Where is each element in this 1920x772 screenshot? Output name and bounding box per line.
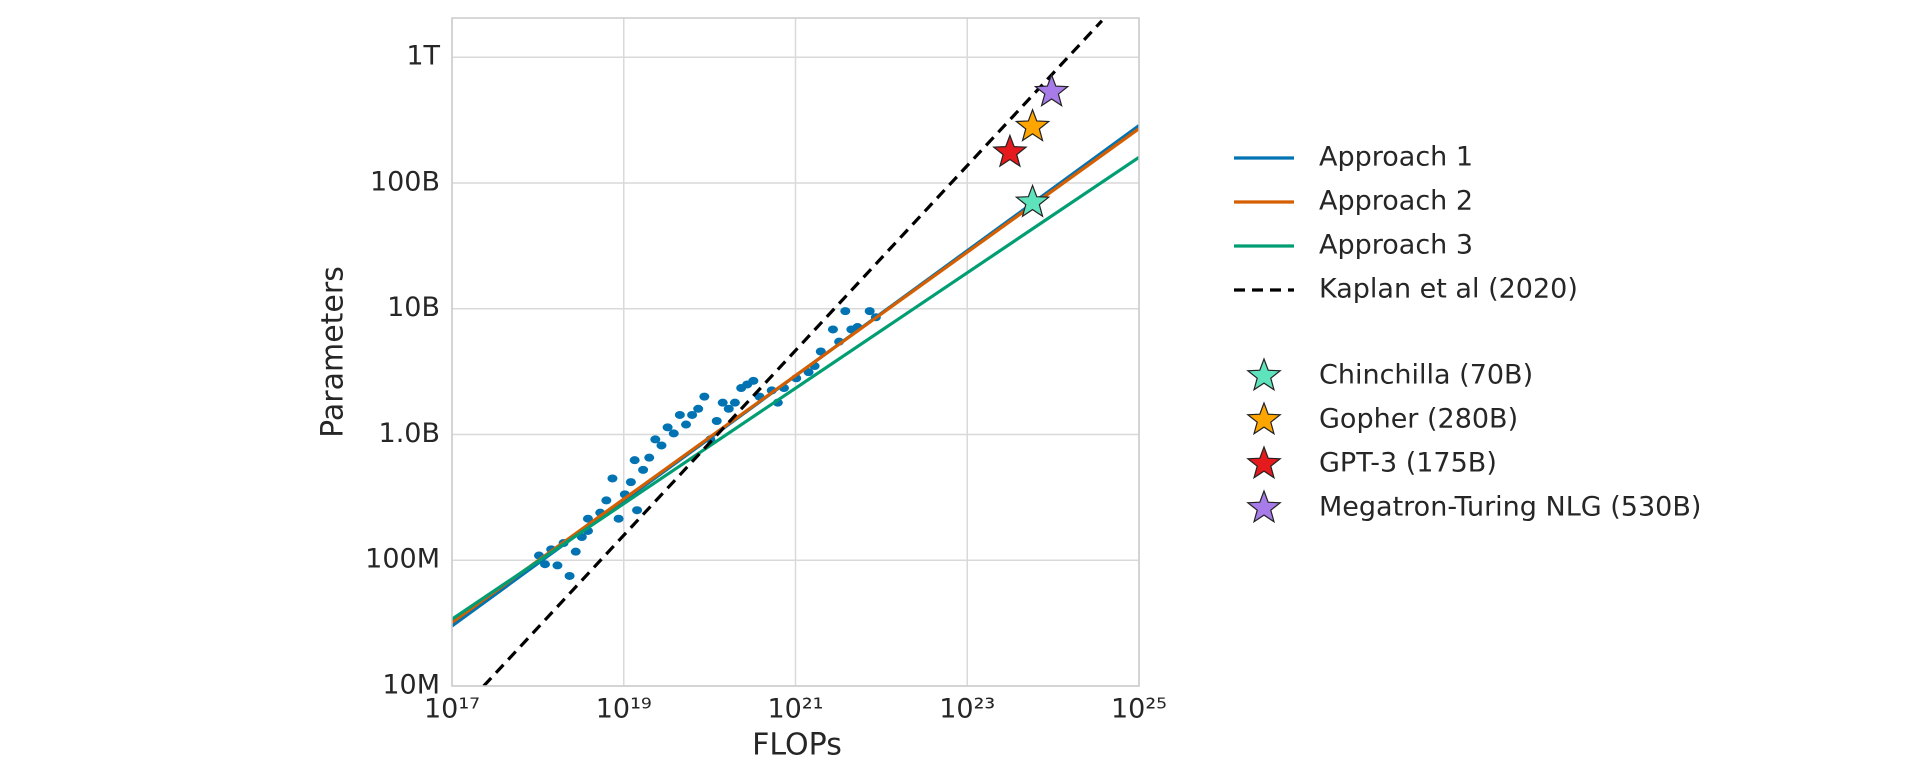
- x-tick-label: 10¹⁹: [596, 694, 652, 725]
- x-axis-label: FLOPs: [752, 728, 842, 763]
- scatter-point: [699, 392, 710, 401]
- scatter-point: [656, 441, 667, 450]
- scatter-point: [723, 404, 734, 413]
- y-tick-label: 100B: [370, 166, 440, 197]
- scatter-point: [815, 347, 826, 356]
- scatter-point: [711, 416, 722, 425]
- scatter-point: [687, 410, 698, 419]
- y-tick-label: 1.0B: [379, 418, 440, 449]
- plot-frame: [451, 17, 1140, 687]
- y-tick-label: 100M: [365, 544, 440, 575]
- scatter-point: [674, 410, 685, 419]
- scatter-point: [539, 560, 550, 569]
- scatter-point: [840, 307, 851, 316]
- scatter-point: [650, 435, 661, 444]
- line: [482, 19, 1104, 686]
- legend-label: Approach 1: [1319, 142, 1473, 173]
- x-tick-label: 10¹⁷: [424, 694, 480, 725]
- legend-star: [1246, 489, 1282, 524]
- scatter-point: [803, 368, 814, 377]
- scatter-point: [638, 465, 649, 474]
- x-tick-label: 10²³: [939, 694, 995, 725]
- scatter-point: [629, 456, 640, 465]
- scatter-point: [662, 423, 673, 432]
- scatter-point: [632, 506, 643, 515]
- star-marker: [1014, 183, 1051, 218]
- y-tick-label: 10M: [382, 670, 440, 701]
- legend-label: Kaplan et al (2020): [1319, 274, 1578, 305]
- legend-label: Chinchilla (70B): [1319, 360, 1533, 391]
- scatter-point: [748, 376, 759, 385]
- legend-label: Gopher (280B): [1319, 404, 1518, 435]
- scatter-point: [564, 571, 575, 580]
- y-axis-label: Parameters: [316, 266, 351, 438]
- scatter-point: [601, 496, 612, 505]
- scatter-point: [681, 420, 692, 429]
- legend-label: Approach 3: [1319, 230, 1473, 261]
- scatter-point: [729, 398, 740, 407]
- legend-star: [1246, 401, 1282, 436]
- star-marker: [992, 133, 1028, 168]
- legend-label: Approach 2: [1319, 186, 1473, 217]
- star-marker: [1033, 73, 1070, 108]
- legend-label: Megatron-Turing NLG (530B): [1319, 492, 1701, 523]
- scatter-point: [644, 453, 655, 462]
- x-tick-label: 10²¹: [767, 694, 823, 725]
- x-tick-label: 10²⁵: [1111, 694, 1167, 725]
- scatter-point: [864, 307, 875, 316]
- scatter-point: [552, 561, 563, 570]
- scatter-point: [693, 404, 704, 413]
- legend-star: [1246, 445, 1282, 480]
- line: [452, 155, 1139, 621]
- scatter-point: [613, 514, 624, 523]
- scatter-point: [570, 547, 581, 556]
- legend-star: [1246, 357, 1282, 392]
- star-marker: [1014, 108, 1051, 142]
- y-tick-label: 10B: [387, 292, 440, 323]
- scatter-point: [668, 429, 679, 438]
- scatter-point: [625, 478, 636, 487]
- scatter-point: [607, 474, 618, 483]
- scatter-point: [717, 398, 728, 407]
- scatter-point: [827, 325, 838, 334]
- scatter-point: [582, 514, 593, 523]
- legend-label: GPT-3 (175B): [1319, 448, 1497, 479]
- y-tick-label: 1T: [406, 41, 440, 72]
